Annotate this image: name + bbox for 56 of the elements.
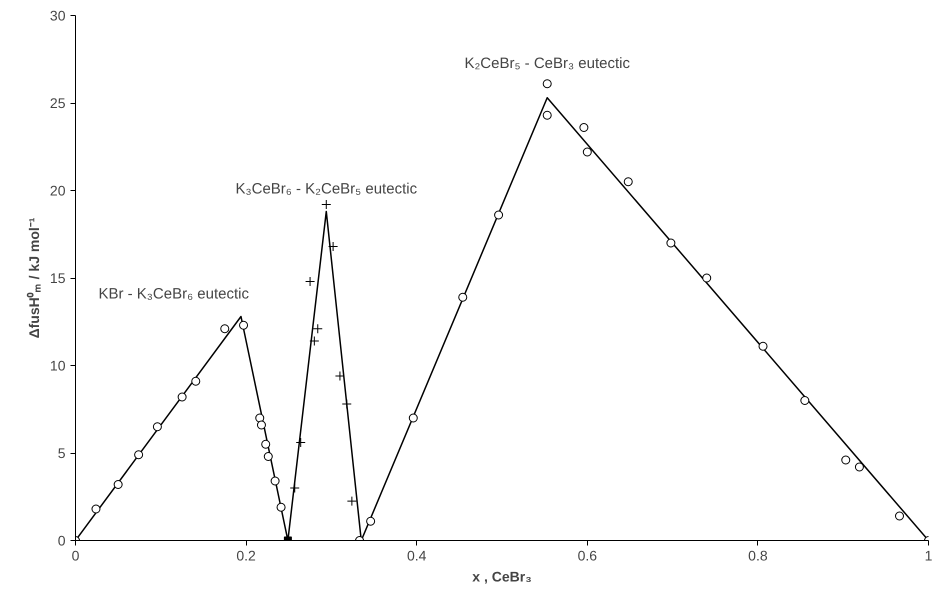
point bbox=[178, 392, 187, 402]
x-tick-label: 1 bbox=[924, 548, 933, 564]
point bbox=[290, 483, 300, 493]
y-tick-label: 20 bbox=[50, 182, 66, 198]
annotation: K₃CeBr₆ - K₂CeBr₅ eutectic bbox=[235, 180, 418, 198]
annotation: KBr - K₃CeBr₆ eutectic bbox=[98, 286, 250, 302]
point bbox=[256, 420, 266, 430]
point bbox=[270, 476, 280, 486]
y-tick-label: 10 bbox=[50, 358, 66, 374]
point bbox=[321, 200, 332, 210]
point bbox=[328, 242, 338, 252]
point bbox=[895, 512, 904, 520]
point bbox=[494, 210, 504, 220]
x-tick-label: 0.6 bbox=[578, 548, 598, 564]
y-tick-label: 0 bbox=[58, 532, 66, 548]
point bbox=[408, 414, 418, 422]
point bbox=[579, 123, 588, 132]
point bbox=[702, 274, 712, 282]
point bbox=[666, 238, 676, 248]
point bbox=[366, 516, 376, 526]
point bbox=[758, 342, 768, 351]
point bbox=[305, 276, 316, 286]
x-tick-label: 0.4 bbox=[406, 548, 427, 564]
y-tick-label: 5 bbox=[58, 445, 66, 461]
point bbox=[134, 450, 144, 460]
x-tick-label: 0 bbox=[72, 548, 80, 564]
annotation: K₂CeBr₅ - CeBr₃ eutectic bbox=[464, 54, 630, 72]
point bbox=[458, 292, 468, 302]
y-tick-label: 25 bbox=[50, 95, 66, 111]
y-tick-label: 15 bbox=[50, 270, 66, 286]
point bbox=[854, 462, 864, 472]
point bbox=[800, 396, 810, 405]
point bbox=[542, 79, 552, 88]
x-axis-title: x , CeBr₃ bbox=[472, 568, 532, 584]
point bbox=[191, 376, 200, 386]
point bbox=[542, 110, 552, 120]
point bbox=[334, 371, 345, 381]
point bbox=[261, 440, 270, 449]
y-axis-title: ΔfusH⁰ₘ / kJ mol⁻¹ bbox=[26, 217, 42, 338]
point bbox=[624, 177, 633, 186]
point bbox=[152, 422, 162, 432]
point bbox=[264, 452, 273, 461]
x-tick-label: 0.8 bbox=[748, 548, 768, 564]
point bbox=[276, 502, 286, 512]
point bbox=[296, 438, 306, 448]
point bbox=[312, 324, 323, 334]
x-tick-label: 0.2 bbox=[236, 548, 256, 564]
point bbox=[239, 320, 248, 330]
point bbox=[346, 496, 357, 506]
point bbox=[309, 336, 320, 346]
point bbox=[91, 504, 100, 514]
y-tick-label: 30 bbox=[50, 8, 66, 24]
point bbox=[841, 456, 850, 464]
point bbox=[582, 148, 592, 156]
point bbox=[220, 324, 230, 334]
point bbox=[114, 480, 123, 489]
